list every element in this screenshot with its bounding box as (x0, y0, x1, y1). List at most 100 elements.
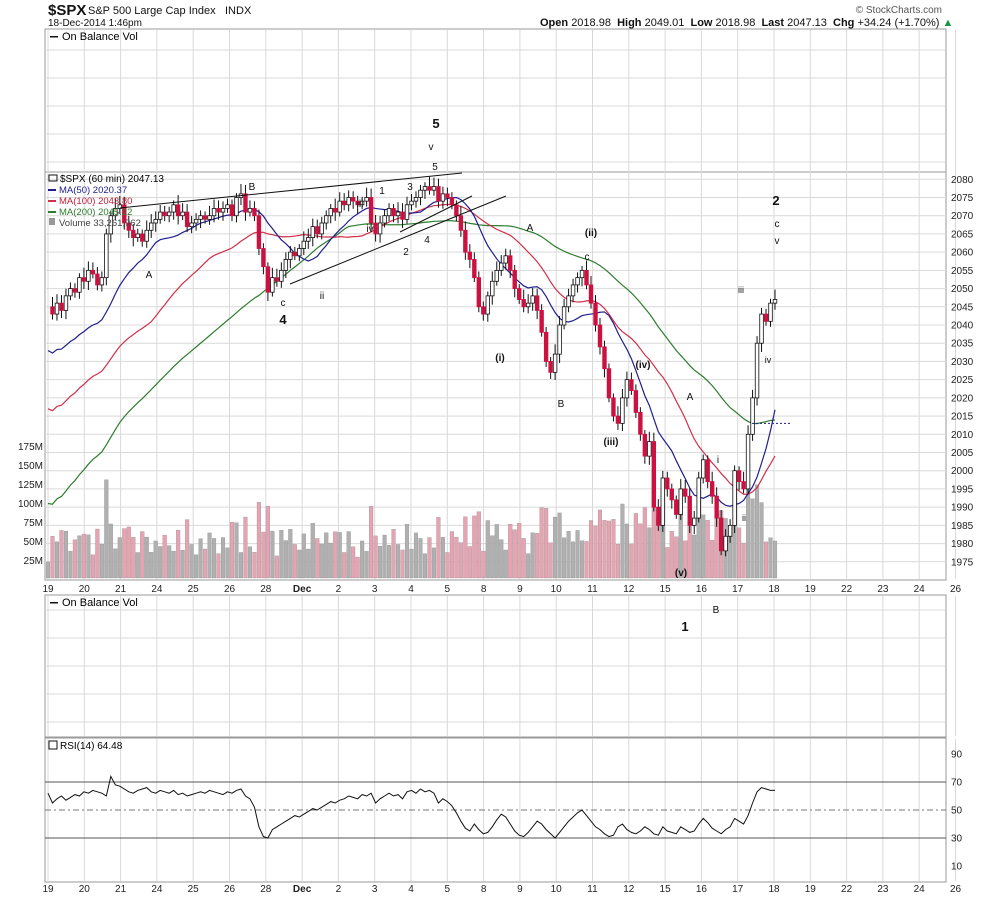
date-tick-label: 17 (732, 584, 744, 595)
date-tick-label: 3 (372, 584, 378, 595)
candle-body (418, 189, 423, 198)
date-tick-label: 15 (660, 584, 672, 595)
candle-body (144, 229, 149, 242)
date-tick-label: 17 (732, 884, 744, 895)
rsi-tick-label: 70 (951, 778, 963, 789)
volume-bar (440, 537, 445, 579)
date-tick-label: 24 (914, 884, 926, 895)
candle-body (674, 499, 679, 515)
volume-bar (683, 540, 688, 579)
volume-bar (198, 538, 203, 579)
volume-bar (611, 519, 616, 579)
candle-body (50, 306, 55, 315)
candle-body (503, 255, 508, 264)
candle-body (175, 204, 181, 217)
volume-bar (692, 534, 697, 579)
wave-label: iv (765, 355, 772, 365)
price-tick-label: 1975 (951, 557, 974, 568)
volume-bar (615, 544, 620, 579)
volume-bar (485, 520, 490, 579)
rsi-axis: 10 30 50 70 90 (951, 750, 963, 873)
volume-bar (140, 531, 145, 579)
candle-body (256, 215, 262, 249)
candle-body (131, 229, 136, 238)
candle-body (732, 470, 737, 526)
candle-body (593, 302, 598, 326)
brand-label: © StockCharts.com (855, 5, 942, 16)
candle-body (184, 211, 190, 228)
volume-bar (755, 484, 760, 579)
wave-label: B (713, 605, 720, 616)
volume-bar (669, 531, 674, 579)
volume-bar (220, 537, 226, 579)
volume-bar (306, 548, 311, 579)
candle-body (90, 269, 96, 275)
date-tick-label: 11 (587, 584, 598, 595)
volume-bar (315, 538, 320, 579)
candle-body (525, 302, 531, 308)
rsi-line (47, 774, 775, 839)
rsi-tick-label: 50 (951, 806, 963, 817)
candle-body (149, 222, 154, 231)
candle-body (683, 488, 688, 497)
candle-body (561, 306, 567, 326)
ma50-line (47, 196, 776, 507)
candle-body (95, 273, 100, 286)
candle-body (86, 269, 91, 282)
candle-body (660, 477, 666, 526)
candle-body (723, 535, 728, 552)
volume-bar (351, 546, 356, 579)
volume-bar (400, 549, 405, 579)
wave-label: (ii) (585, 228, 597, 239)
candle-body (422, 186, 428, 191)
volume-bar (458, 542, 463, 579)
volume-bar (54, 541, 60, 579)
volume-bar (261, 531, 266, 579)
wave-label: v (775, 236, 780, 247)
candle-body (665, 477, 670, 490)
candle-body (615, 415, 621, 424)
date-tick-label: 19 (805, 584, 817, 595)
volume-bar (171, 550, 176, 579)
volume-bar (283, 540, 288, 579)
volume-bar (674, 536, 679, 579)
candle-body (552, 353, 558, 373)
date-tick-label: 16 (696, 884, 708, 895)
candle-body (122, 204, 127, 224)
candle-body (458, 215, 464, 231)
inner-trend-line (399, 195, 473, 233)
price-tick-label: 2070 (951, 211, 974, 222)
volume-bar (571, 541, 576, 579)
candle-body (490, 280, 495, 297)
open-value: 2018.98 (571, 17, 611, 29)
datetime-label: 18-Dec-2014 1:46pm (48, 18, 142, 29)
candle-body (279, 269, 284, 282)
price-tick-label: 2045 (951, 302, 974, 313)
date-tick-label: 8 (481, 884, 487, 895)
volume-bar (606, 520, 611, 579)
candle-body (494, 269, 499, 282)
volume-bar (499, 539, 504, 579)
candle-body (409, 200, 414, 206)
candle-body (108, 215, 114, 235)
candle-body (63, 295, 69, 311)
volume-bar (517, 523, 522, 579)
candle-body (772, 299, 778, 304)
rsi-date-axis: 19 20 21 24 25 26 28 Dec 2 3 4 5 8 9 10 11 12 15 16 17 18 19 2… (42, 884, 961, 895)
moving-averages (47, 196, 776, 507)
volume-bar (68, 550, 73, 579)
candle-body (104, 233, 109, 279)
candle-body (301, 240, 306, 249)
candle-body (588, 284, 594, 304)
candle-body (445, 193, 450, 198)
volume-bar (194, 554, 199, 579)
candle-body (620, 397, 625, 424)
price-tick-label: 2035 (951, 339, 974, 350)
volume-bar (624, 523, 629, 579)
volume-bar (378, 546, 383, 579)
volume-bar (256, 502, 261, 579)
date-tick-label: 18 (768, 584, 780, 595)
volume-bar (95, 528, 100, 579)
candle-body (633, 390, 639, 413)
